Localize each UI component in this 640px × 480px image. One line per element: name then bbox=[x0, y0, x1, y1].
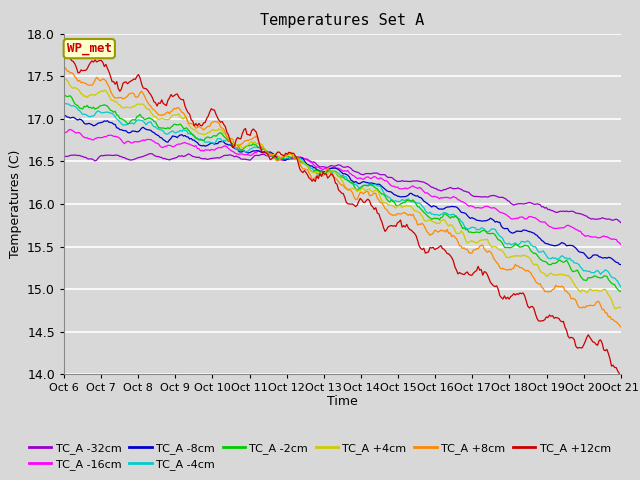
TC_A -32cm bbox=[255, 153, 263, 158]
TC_A -8cm bbox=[617, 262, 625, 267]
Line: TC_A -8cm: TC_A -8cm bbox=[64, 115, 621, 264]
TC_A -2cm bbox=[226, 138, 234, 144]
TC_A +4cm bbox=[612, 306, 620, 312]
X-axis label: Time: Time bbox=[327, 395, 358, 408]
TC_A -8cm bbox=[60, 112, 68, 118]
TC_A +12cm bbox=[305, 175, 313, 181]
TC_A +12cm bbox=[617, 373, 625, 379]
TC_A -8cm bbox=[226, 142, 234, 148]
Legend: TC_A -32cm, TC_A -16cm, TC_A -8cm, TC_A -4cm, TC_A -2cm, TC_A +4cm, TC_A +8cm, T: TC_A -32cm, TC_A -16cm, TC_A -8cm, TC_A … bbox=[25, 438, 615, 474]
TC_A -32cm bbox=[60, 153, 68, 159]
TC_A -4cm bbox=[130, 121, 138, 127]
TC_A -16cm bbox=[60, 130, 68, 136]
TC_A -16cm bbox=[255, 148, 263, 154]
TC_A +8cm bbox=[254, 137, 262, 143]
Line: TC_A +4cm: TC_A +4cm bbox=[64, 78, 621, 309]
TC_A -16cm bbox=[67, 127, 74, 132]
TC_A -2cm bbox=[617, 288, 625, 294]
TC_A -16cm bbox=[228, 148, 236, 154]
TC_A -8cm bbox=[244, 150, 252, 156]
TC_A -4cm bbox=[61, 101, 69, 107]
TC_A -4cm bbox=[588, 270, 595, 276]
TC_A +4cm bbox=[586, 286, 594, 292]
TC_A +8cm bbox=[244, 137, 252, 143]
TC_A -4cm bbox=[305, 164, 313, 169]
TC_A +12cm bbox=[588, 336, 595, 342]
TC_A -2cm bbox=[254, 145, 262, 151]
TC_A +4cm bbox=[617, 305, 625, 311]
TC_A -32cm bbox=[588, 216, 595, 222]
TC_A -8cm bbox=[303, 162, 311, 168]
Line: TC_A -16cm: TC_A -16cm bbox=[64, 130, 621, 244]
TC_A +4cm bbox=[60, 75, 68, 81]
TC_A -16cm bbox=[130, 139, 138, 145]
TC_A +4cm bbox=[244, 141, 252, 147]
TC_A -16cm bbox=[588, 234, 595, 240]
TC_A +8cm bbox=[303, 167, 311, 172]
TC_A +8cm bbox=[60, 64, 68, 70]
TC_A -4cm bbox=[255, 144, 263, 150]
TC_A -32cm bbox=[129, 157, 136, 163]
Line: TC_A -32cm: TC_A -32cm bbox=[64, 154, 621, 223]
TC_A -4cm bbox=[617, 284, 625, 290]
TC_A +8cm bbox=[586, 302, 594, 308]
TC_A -8cm bbox=[254, 148, 262, 154]
TC_A -32cm bbox=[147, 151, 155, 156]
TC_A -4cm bbox=[246, 146, 254, 152]
TC_A -2cm bbox=[586, 275, 594, 281]
TC_A +12cm bbox=[60, 47, 68, 53]
Line: TC_A +12cm: TC_A +12cm bbox=[64, 48, 621, 376]
TC_A -32cm bbox=[228, 152, 236, 158]
TC_A -4cm bbox=[228, 142, 236, 147]
TC_A +4cm bbox=[254, 141, 262, 146]
TC_A +8cm bbox=[129, 90, 136, 96]
TC_A -32cm bbox=[305, 158, 313, 164]
TC_A +12cm bbox=[246, 132, 254, 138]
TC_A +12cm bbox=[130, 76, 138, 82]
TC_A +12cm bbox=[228, 141, 236, 147]
Text: WP_met: WP_met bbox=[67, 42, 112, 55]
TC_A -2cm bbox=[60, 92, 68, 98]
TC_A -8cm bbox=[586, 255, 594, 261]
Line: TC_A +8cm: TC_A +8cm bbox=[64, 67, 621, 327]
TC_A -16cm bbox=[617, 241, 625, 247]
TC_A +8cm bbox=[617, 324, 625, 330]
TC_A -2cm bbox=[244, 143, 252, 149]
Title: Temperatures Set A: Temperatures Set A bbox=[260, 13, 424, 28]
TC_A +12cm bbox=[61, 46, 69, 51]
Y-axis label: Temperatures (C): Temperatures (C) bbox=[8, 150, 22, 258]
TC_A -16cm bbox=[246, 153, 254, 158]
TC_A +4cm bbox=[129, 104, 136, 109]
TC_A +4cm bbox=[226, 137, 234, 143]
TC_A +8cm bbox=[226, 136, 234, 142]
TC_A +4cm bbox=[303, 163, 311, 169]
TC_A -4cm bbox=[60, 101, 68, 107]
TC_A -32cm bbox=[246, 157, 254, 163]
TC_A +12cm bbox=[255, 142, 263, 147]
Line: TC_A -2cm: TC_A -2cm bbox=[64, 95, 621, 291]
TC_A -16cm bbox=[305, 158, 313, 164]
TC_A -2cm bbox=[303, 163, 311, 168]
Line: TC_A -4cm: TC_A -4cm bbox=[64, 104, 621, 287]
TC_A -2cm bbox=[129, 117, 136, 123]
TC_A -32cm bbox=[617, 220, 625, 226]
TC_A -8cm bbox=[129, 128, 136, 134]
